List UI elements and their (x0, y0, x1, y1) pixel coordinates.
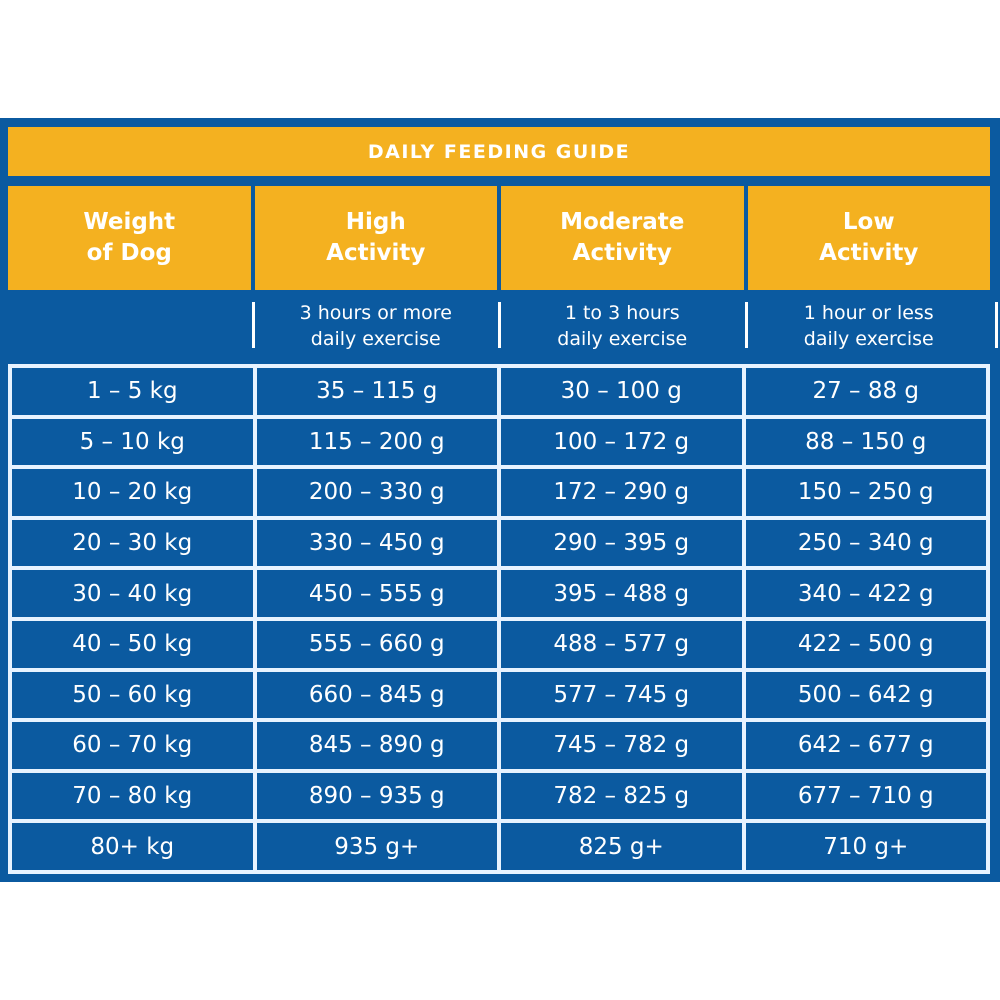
subtitle-low-line1: 1 hour or less (803, 302, 934, 324)
low-activity-cell: 250 – 340 g (745, 519, 986, 567)
table-row: 80+ kg 935 g+ 825 g+ 710 g+ (12, 823, 986, 870)
high-activity-cell: 555 – 660 g (256, 620, 497, 668)
exercise-subtitle-row: 3 hours or more daily exercise 1 to 3 ho… (8, 296, 998, 356)
subtitle-weight (8, 296, 251, 356)
table-row: 70 – 80 kg 890 – 935 g 782 – 825 g 677 –… (12, 772, 986, 820)
subtitle-high-line1: 3 hours or more (299, 302, 452, 324)
high-activity-cell: 200 – 330 g (256, 469, 497, 516)
moderate-activity-cell: 782 – 825 g (501, 772, 742, 820)
high-activity-cell: 35 – 115 g (256, 368, 497, 415)
table-row: 50 – 60 kg 660 – 845 g 577 – 745 g 500 –… (12, 671, 986, 719)
weight-cell: 30 – 40 kg (12, 570, 253, 617)
separator-line (498, 302, 501, 348)
weight-cell: 50 – 60 kg (12, 671, 253, 719)
guide-title: DAILY FEEDING GUIDE (367, 140, 631, 163)
header-moderate-line1: Moderate (560, 209, 685, 235)
moderate-activity-cell: 745 – 782 g (501, 722, 742, 769)
high-activity-cell: 845 – 890 g (256, 722, 497, 769)
low-activity-cell: 642 – 677 g (745, 722, 986, 769)
table-row: 10 – 20 kg 200 – 330 g 172 – 290 g 150 –… (12, 469, 986, 516)
low-activity-cell: 422 – 500 g (745, 620, 986, 668)
low-activity-cell: 340 – 422 g (745, 570, 986, 617)
low-activity-cell: 677 – 710 g (745, 772, 986, 820)
header-high-activity: High Activity (254, 186, 497, 290)
table-row: 60 – 70 kg 845 – 890 g 745 – 782 g 642 –… (12, 722, 986, 769)
title-bar: DAILY FEEDING GUIDE (8, 127, 990, 176)
moderate-activity-cell: 488 – 577 g (501, 620, 742, 668)
high-activity-cell: 660 – 845 g (256, 671, 497, 719)
low-activity-cell: 150 – 250 g (745, 469, 986, 516)
table-row: 20 – 30 kg 330 – 450 g 290 – 395 g 250 –… (12, 519, 986, 567)
moderate-activity-cell: 577 – 745 g (501, 671, 742, 719)
weight-cell: 60 – 70 kg (12, 722, 253, 769)
low-activity-cell: 710 g+ (745, 823, 986, 870)
header-low-activity: Low Activity (747, 186, 990, 290)
weight-cell: 40 – 50 kg (12, 620, 253, 668)
high-activity-cell: 890 – 935 g (256, 772, 497, 820)
table-row: 40 – 50 kg 555 – 660 g 488 – 577 g 422 –… (12, 620, 986, 668)
high-activity-cell: 330 – 450 g (256, 519, 497, 567)
header-weight: Weight of Dog (8, 186, 251, 290)
high-activity-cell: 450 – 555 g (256, 570, 497, 617)
low-activity-cell: 500 – 642 g (745, 671, 986, 719)
subtitle-high-line2: daily exercise (310, 328, 441, 350)
weight-cell: 70 – 80 kg (12, 772, 253, 820)
high-activity-cell: 115 – 200 g (256, 418, 497, 466)
feeding-table: 1 – 5 kg 35 – 115 g 30 – 100 g 27 – 88 g… (8, 364, 990, 874)
weight-cell: 10 – 20 kg (12, 469, 253, 516)
moderate-activity-cell: 290 – 395 g (501, 519, 742, 567)
subtitle-moderate: 1 to 3 hours daily exercise (498, 296, 744, 356)
separator-line (744, 302, 748, 348)
separator-line (995, 302, 998, 348)
header-weight-line1: Weight (83, 209, 176, 235)
moderate-activity-cell: 395 – 488 g (501, 570, 742, 617)
subtitle-low-line2: daily exercise (803, 328, 934, 350)
weight-cell: 5 – 10 kg (12, 418, 253, 466)
header-weight-line2: of Dog (86, 240, 172, 266)
header-high-line1: High (345, 209, 406, 235)
header-low-line1: Low (842, 209, 895, 235)
header-high-line2: Activity (326, 240, 426, 266)
feeding-guide-panel: DAILY FEEDING GUIDE Weight of Dog High A… (0, 118, 1000, 882)
subtitle-high: 3 hours or more daily exercise (251, 296, 498, 356)
separator-line (251, 302, 255, 348)
weight-cell: 1 – 5 kg (12, 368, 253, 415)
header-low-line2: Activity (819, 240, 919, 266)
subtitle-moderate-line2: daily exercise (557, 328, 688, 350)
moderate-activity-cell: 172 – 290 g (501, 469, 742, 516)
moderate-activity-cell: 825 g+ (501, 823, 742, 870)
header-moderate-activity: Moderate Activity (501, 186, 744, 290)
subtitle-low: 1 hour or less daily exercise (744, 296, 998, 356)
moderate-activity-cell: 100 – 172 g (501, 418, 742, 466)
high-activity-cell: 935 g+ (256, 823, 497, 870)
column-header-row: Weight of Dog High Activity Moderate Act… (8, 186, 990, 290)
header-moderate-line2: Activity (572, 240, 672, 266)
weight-cell: 20 – 30 kg (12, 519, 253, 567)
weight-cell: 80+ kg (12, 823, 253, 870)
table-row: 30 – 40 kg 450 – 555 g 395 – 488 g 340 –… (12, 570, 986, 617)
subtitle-moderate-line1: 1 to 3 hours (564, 302, 680, 324)
low-activity-cell: 88 – 150 g (745, 418, 986, 466)
table-row: 1 – 5 kg 35 – 115 g 30 – 100 g 27 – 88 g (12, 368, 986, 415)
table-row: 5 – 10 kg 115 – 200 g 100 – 172 g 88 – 1… (12, 418, 986, 466)
moderate-activity-cell: 30 – 100 g (501, 368, 742, 415)
low-activity-cell: 27 – 88 g (745, 368, 986, 415)
